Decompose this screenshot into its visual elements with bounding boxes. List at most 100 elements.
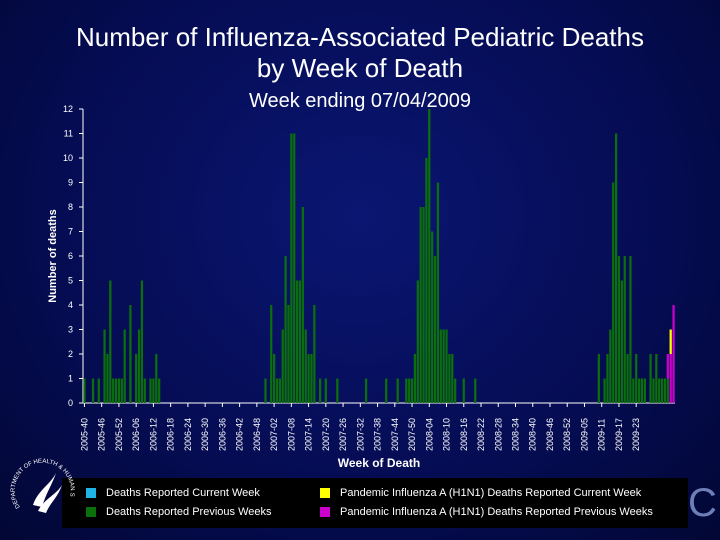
bar <box>448 354 451 403</box>
bar <box>451 354 454 403</box>
legend-item-h1n1-previous: Pandemic Influenza A (H1N1) Deaths Repor… <box>320 506 653 518</box>
y-tick-label: 4 <box>68 300 73 310</box>
bar <box>318 378 322 403</box>
bar <box>614 133 618 403</box>
legend-item-current-week: Deaths Reported Current Week <box>86 487 260 499</box>
bar <box>617 256 621 403</box>
y-tick-label: 2 <box>68 349 73 359</box>
x-tick-label: 2008-46 <box>545 418 555 451</box>
bar <box>304 329 307 403</box>
bar <box>295 280 299 403</box>
bar <box>137 329 141 403</box>
x-tick-label: 2007-14 <box>304 418 314 451</box>
bar <box>672 305 675 403</box>
bar <box>462 378 465 403</box>
x-tick-label: 2007-02 <box>269 418 279 451</box>
y-tick-label: 11 <box>64 129 73 139</box>
bar <box>620 280 623 403</box>
bar <box>155 354 158 403</box>
bar <box>606 354 609 403</box>
x-tick-label: 2008-40 <box>528 418 538 451</box>
bar <box>666 354 669 379</box>
bar <box>109 280 112 403</box>
bar <box>658 378 661 403</box>
bar <box>301 207 304 403</box>
x-tick-label: 2009-05 <box>579 418 589 451</box>
legend-swatch-h1n1-current <box>320 488 330 498</box>
y-tick-label: 1 <box>68 374 73 384</box>
bar <box>83 378 86 403</box>
legend-label-current-week: Deaths Reported Current Week <box>106 487 260 499</box>
x-tick-label: 2006-36 <box>217 418 227 451</box>
y-tick-label: 0 <box>68 398 73 408</box>
bar <box>623 256 626 403</box>
x-tick-label: 2009-17 <box>614 418 624 451</box>
bar <box>313 305 316 403</box>
bar <box>640 378 644 403</box>
x-tick-label: 2005-46 <box>97 418 107 451</box>
bar <box>597 354 600 403</box>
bar <box>655 354 658 403</box>
x-tick-label: 2006-18 <box>166 418 176 451</box>
bar <box>626 354 629 403</box>
hhs-logo: DEPARTMENT OF HEALTH & HUMAN SERVICES US… <box>8 445 75 513</box>
x-tick-label: 2005-40 <box>79 418 89 451</box>
bar <box>416 280 419 403</box>
x-tick-label: 2008-52 <box>562 418 572 451</box>
x-tick-label: 2007-08 <box>286 418 296 451</box>
bar <box>425 158 428 403</box>
bar <box>275 378 279 403</box>
x-tick-label: 2007-38 <box>373 418 383 451</box>
bar <box>114 378 118 403</box>
bar <box>413 354 417 403</box>
bar <box>298 280 302 403</box>
bar <box>324 378 327 403</box>
bar <box>336 378 339 403</box>
y-tick-label: 3 <box>68 325 73 335</box>
y-tick-label: 5 <box>68 276 73 286</box>
bar <box>270 305 273 403</box>
bar <box>278 378 281 403</box>
bar <box>609 329 612 403</box>
legend-swatch-h1n1-previous <box>320 507 330 517</box>
legend-label-h1n1-current: Pandemic Influenza A (H1N1) Deaths Repor… <box>340 487 642 499</box>
legend-label-h1n1-previous: Pandemic Influenza A (H1N1) Deaths Repor… <box>340 506 653 518</box>
bar <box>149 378 152 403</box>
legend-label-previous-weeks: Deaths Reported Previous Weeks <box>106 506 272 518</box>
y-tick-label: 6 <box>68 251 73 261</box>
bar <box>106 354 109 403</box>
x-tick-label: 2008-04 <box>424 418 434 451</box>
bar <box>442 329 445 403</box>
bar <box>635 354 638 403</box>
legend-item-h1n1-current: Pandemic Influenza A (H1N1) Deaths Repor… <box>320 487 641 499</box>
bar <box>152 378 155 403</box>
chart-legend: Deaths Reported Current Week Deaths Repo… <box>62 478 688 528</box>
bar <box>666 378 669 403</box>
bar <box>663 378 667 403</box>
bar <box>385 378 388 403</box>
bar <box>129 305 132 403</box>
x-tick-label: 2008-28 <box>493 418 503 451</box>
x-tick-label: 2007-50 <box>407 418 417 451</box>
x-tick-label: 2008-34 <box>511 418 521 451</box>
bar <box>310 354 313 403</box>
bar <box>445 329 448 403</box>
bar <box>643 378 646 403</box>
bar <box>158 378 161 403</box>
bar <box>123 329 126 403</box>
bar <box>112 378 115 403</box>
x-tick-label: 2005-52 <box>114 418 124 451</box>
bar <box>140 280 144 403</box>
x-tick-label: 2006-12 <box>148 418 158 451</box>
bar <box>410 378 414 403</box>
bar <box>632 378 635 403</box>
x-tick-label: 2009-23 <box>631 418 641 451</box>
bar <box>660 378 664 403</box>
bar <box>428 109 431 403</box>
bar <box>284 256 287 403</box>
cdc-logo: C <box>688 481 717 525</box>
y-tick-label: 10 <box>63 153 73 163</box>
legend-item-previous-weeks: Deaths Reported Previous Weeks <box>86 506 272 518</box>
bar <box>649 354 652 403</box>
